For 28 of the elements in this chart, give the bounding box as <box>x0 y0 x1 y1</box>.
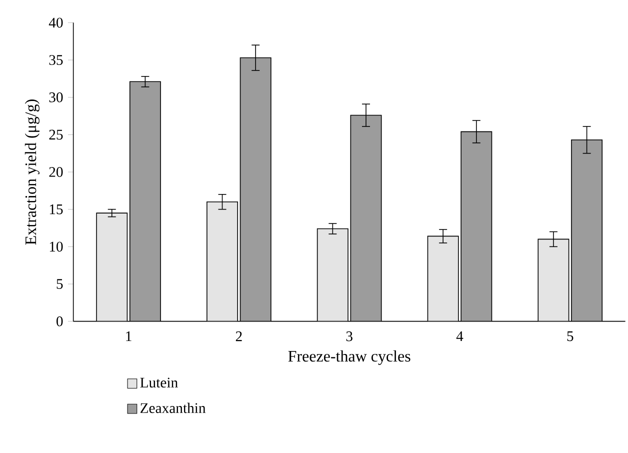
bar <box>538 238 570 322</box>
y-tick-label: 5 <box>56 278 63 289</box>
x-tick-label: 3 <box>346 331 352 342</box>
y-tick-label: 20 <box>49 166 63 177</box>
x-tick-label: 2 <box>236 331 242 341</box>
bar <box>428 236 458 322</box>
bar <box>96 212 128 322</box>
y-tick-label: 10 <box>50 242 63 252</box>
bar <box>461 132 492 322</box>
x-tick-label: 5 <box>567 331 574 341</box>
x-axis-title: Freeze-thaw cycles <box>288 350 410 365</box>
y-tick-label: 30 <box>49 92 63 102</box>
bar <box>317 228 348 322</box>
y-tick-label: 40 <box>48 18 63 28</box>
y-tick-label: 15 <box>50 204 63 214</box>
y-tick-label: 35 <box>49 54 63 65</box>
y-tick-label: 25 <box>49 130 63 140</box>
bar <box>240 58 271 322</box>
x-tick-label: 1 <box>126 331 132 341</box>
bar <box>350 115 382 322</box>
bar <box>130 81 161 322</box>
legend-label: Zeaxanthin <box>140 402 206 413</box>
legend-label: Lutein <box>140 378 178 388</box>
bar <box>206 202 238 322</box>
y-tick-label: 0 <box>56 316 63 326</box>
x-tick-label: 4 <box>456 331 464 341</box>
bar <box>571 139 603 322</box>
y-axis-title: Extraction yield (μg/g) <box>24 99 40 245</box>
